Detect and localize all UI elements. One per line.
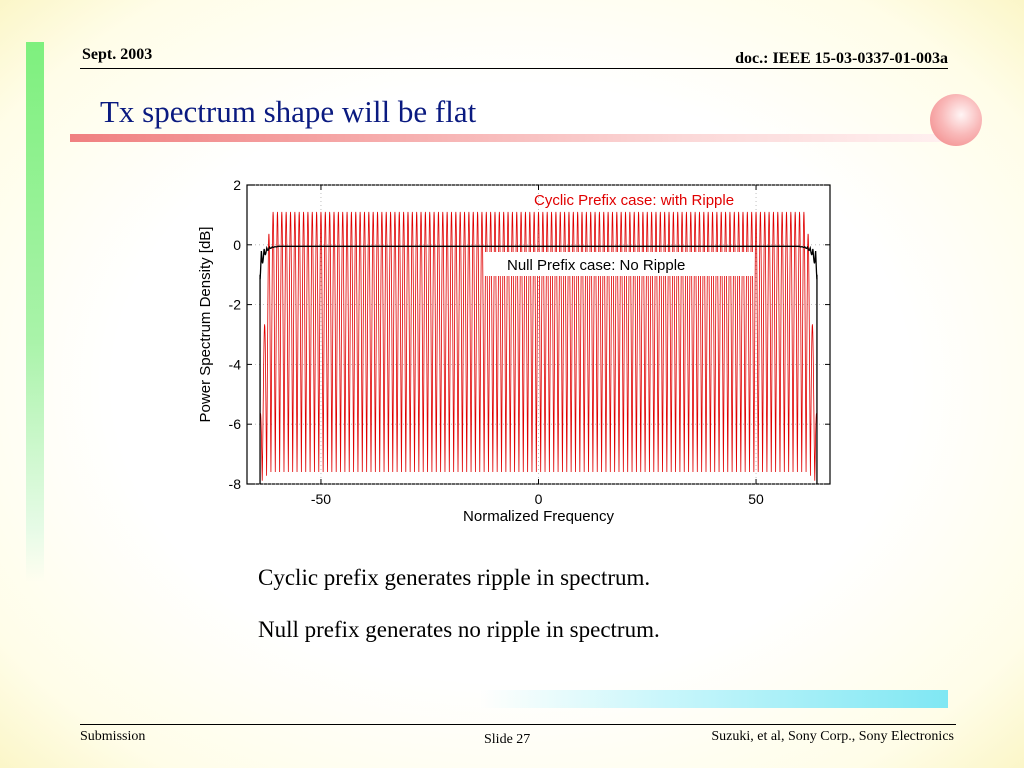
y-tick-label: -6 bbox=[229, 416, 242, 432]
x-axis-label: Normalized Frequency bbox=[463, 508, 614, 525]
header-date: Sept. 2003 bbox=[82, 46, 153, 63]
series-cyclic-prefix-line bbox=[259, 211, 818, 481]
header-doc-id: doc.: IEEE 15-03-0337-01-003a bbox=[735, 50, 948, 67]
side-accent-bar bbox=[26, 42, 44, 582]
x-tick-label: 0 bbox=[535, 491, 543, 507]
annotation-null-prefix-box bbox=[484, 252, 754, 276]
footer-submission: Submission bbox=[80, 729, 146, 744]
y-tick-label: -8 bbox=[229, 476, 242, 492]
y-tick-label: 2 bbox=[233, 177, 241, 193]
x-tick-label: 50 bbox=[748, 491, 764, 507]
footer-slide-number: Slide 27 bbox=[484, 732, 531, 747]
slide-title: Tx spectrum shape will be flat bbox=[100, 94, 477, 129]
y-axis-label: Power Spectrum Density [dB] bbox=[197, 227, 214, 423]
spectrum-chart: 2 0 -2 -4 -6 -8 -50 0 50 Normalized Frequency Po… bbox=[197, 177, 831, 525]
plot-area: 2 0 -2 -4 -6 -8 -50 0 50 bbox=[229, 177, 831, 507]
x-tick-label: -50 bbox=[311, 491, 331, 507]
series-null-prefix-line bbox=[259, 245, 818, 280]
y-tick-label: 0 bbox=[233, 237, 241, 253]
title-underline-bar bbox=[70, 134, 950, 142]
footer-accent-bar bbox=[480, 690, 948, 708]
footer-authors: Suzuki, et al, Sony Corp., Sony Electron… bbox=[711, 729, 954, 744]
title-decor-ball bbox=[930, 94, 982, 146]
annotation-cyclic-prefix: Cyclic Prefix case: with Ripple bbox=[534, 192, 734, 209]
y-tick-label: -4 bbox=[229, 356, 242, 372]
bullet-null-prefix: Null prefix generates no ripple in spect… bbox=[258, 617, 660, 642]
annotation-null-prefix: Null Prefix case: No Ripple bbox=[507, 257, 685, 274]
bullet-cyclic-prefix: Cyclic prefix generates ripple in spectr… bbox=[258, 565, 651, 590]
footer-rule bbox=[80, 724, 956, 725]
header-rule bbox=[80, 68, 948, 69]
y-tick-label: -2 bbox=[229, 297, 242, 313]
